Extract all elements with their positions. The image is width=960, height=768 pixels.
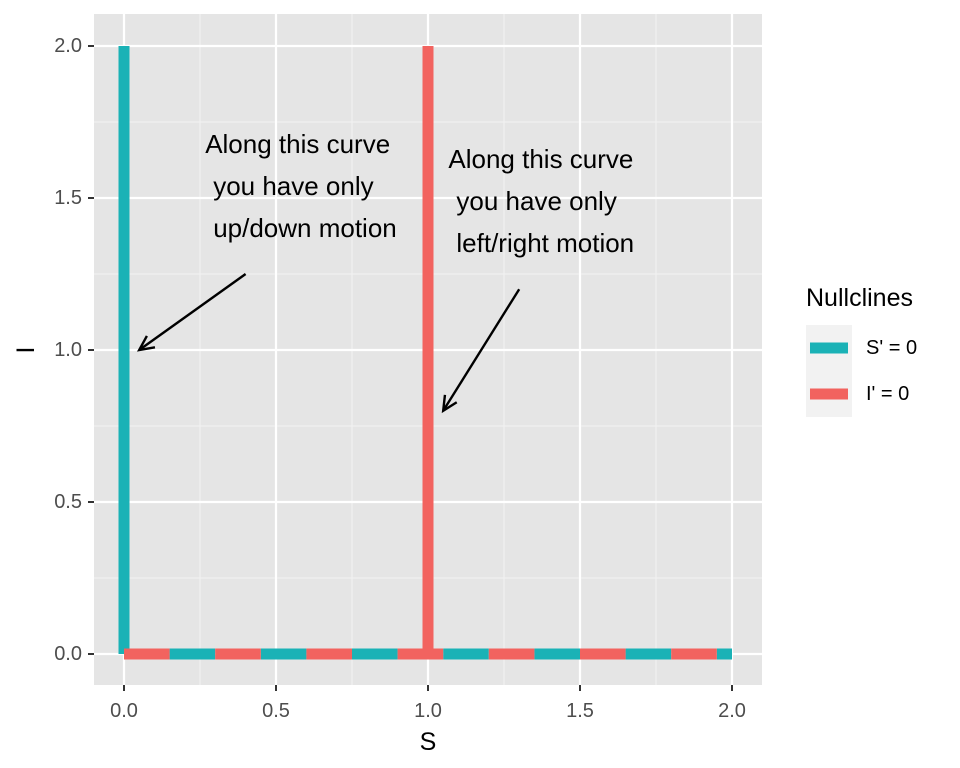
annotations: Along this curve you have only up/down mot… <box>136 129 634 414</box>
annotation-arrow <box>138 273 247 351</box>
x-tick-label: 2.0 <box>718 700 746 722</box>
annotation-arrowhead <box>441 394 458 414</box>
axes: 0.0 0.5 1.0 1.5 2.0 0.0 0.5 1.0 1.5 2.0 <box>54 35 746 722</box>
y-tick-label: 1.0 <box>54 339 82 361</box>
legend-label: I' = 0 <box>866 383 909 405</box>
legend-keys: S' = 0 I' = 0 <box>806 325 917 417</box>
legend-title: Nullclines <box>806 284 913 312</box>
x-axis-title: S <box>420 728 437 756</box>
y-tick-label: 0.5 <box>54 491 82 513</box>
annotation-line: you have only <box>213 171 373 201</box>
annotation-text: Along this curve you have only up/down mot… <box>205 129 397 243</box>
annotation-arrowhead <box>136 335 156 352</box>
y-tick-label: 2.0 <box>54 35 82 57</box>
annotation-line: Along this curve <box>205 129 390 159</box>
annotation-arrow <box>442 288 521 412</box>
legend-label: S' = 0 <box>866 337 917 359</box>
nullcline-series <box>118 46 732 660</box>
annotation-text: Along this curve you have only left/right … <box>448 144 634 258</box>
x-tick-label: 1.0 <box>414 700 442 722</box>
y-axis-title: I <box>12 347 40 354</box>
x-tick-label: 1.5 <box>566 700 594 722</box>
annotation-line: you have only <box>456 186 616 216</box>
y-tick-label: 0.0 <box>54 643 82 665</box>
annotation-line: up/down motion <box>213 213 397 243</box>
annotation-line: left/right motion <box>456 228 634 258</box>
annotation-line: Along this curve <box>448 144 633 174</box>
y-tick-label: 1.5 <box>54 187 82 209</box>
x-tick-label: 0.0 <box>110 700 138 722</box>
legend: Nullclines S' = 0 I' = 0 <box>806 284 917 417</box>
x-tick-label: 0.5 <box>262 700 290 722</box>
